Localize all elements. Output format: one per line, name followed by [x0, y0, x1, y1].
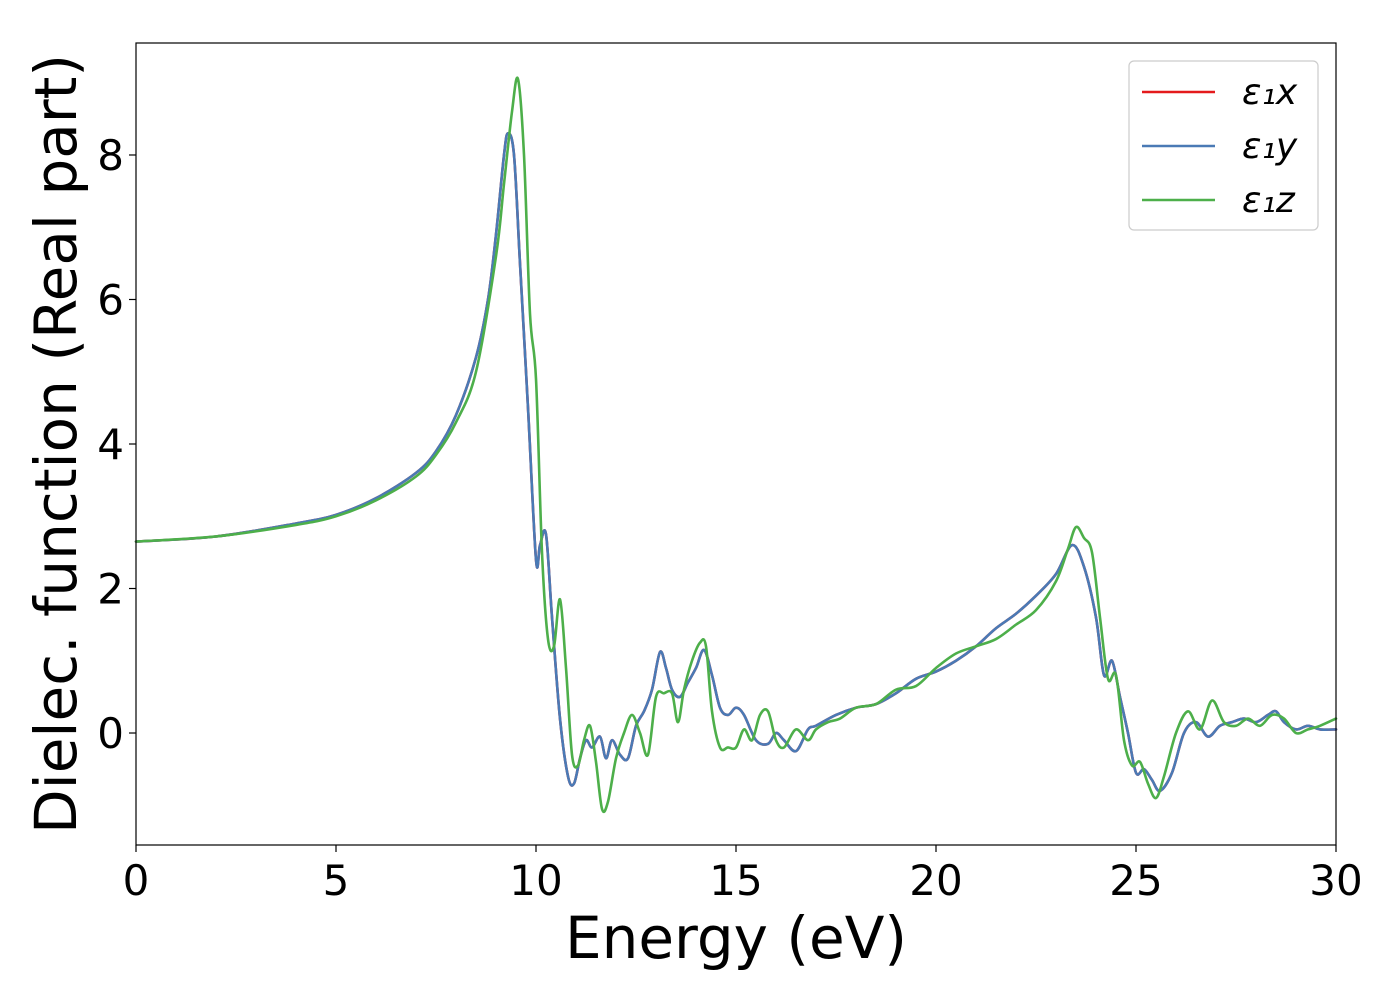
legend-box [1128, 60, 1319, 231]
x-tick-label: 0 [123, 856, 150, 905]
series-line-3 [134, 76, 1338, 814]
y-tick-label: 2 [97, 565, 124, 614]
legend-label-3: ε₁z [1242, 180, 1296, 221]
y-tick-label: 8 [97, 131, 124, 180]
x-tick-label: 20 [909, 856, 962, 905]
series-layer [134, 76, 1338, 814]
y-tick-label: 6 [97, 275, 124, 324]
x-tick-label: 15 [709, 856, 762, 905]
legend-label-2: ε₁y [1242, 126, 1298, 167]
x-tick-label: 25 [1109, 856, 1162, 905]
x-tick-label: 5 [323, 856, 350, 905]
series-line-2 [134, 132, 1338, 793]
y-axis: 0 2 4 6 8 [97, 131, 136, 758]
x-tick-label: 10 [509, 856, 562, 905]
legend: ε₁x ε₁y ε₁z [1128, 60, 1319, 231]
x-axis-label: Energy (eV) [565, 904, 907, 972]
y-tick-label: 4 [97, 420, 124, 469]
x-tick-label: 30 [1309, 856, 1362, 905]
x-axis: 0 5 10 15 20 25 30 [123, 845, 1363, 905]
legend-label-1: ε₁x [1242, 72, 1298, 113]
y-tick-label: 0 [97, 709, 124, 758]
y-axis-label: Dielec. function (Real part) [22, 54, 90, 834]
